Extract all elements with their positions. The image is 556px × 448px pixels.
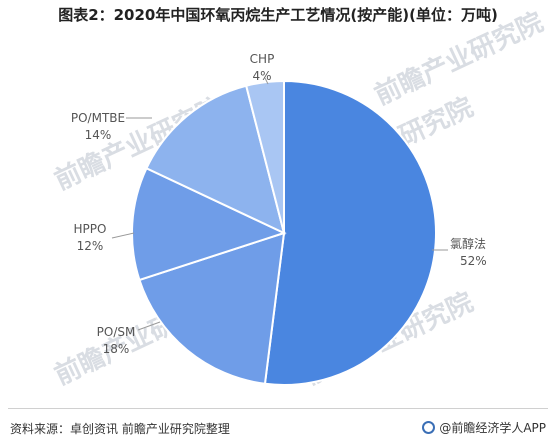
- pie-slices: [131, 79, 437, 386]
- leader-line: [137, 321, 161, 331]
- pie-slice-po-sm: [138, 231, 286, 385]
- slice-label: CHP: [250, 52, 275, 66]
- brand-text: @前瞻经济学人APP: [439, 421, 546, 435]
- slice-labels: 氯醇法 52% PO/SM 18% HPPO 12% PO/MTBE 14% CHP 4%: [71, 52, 487, 356]
- slice-percent-label: 14%: [85, 128, 112, 142]
- pie-slice-hppo: [131, 166, 287, 282]
- slice-label: 氯醇法: [450, 236, 486, 251]
- slice-percent-label: 52%: [460, 254, 487, 268]
- slice-label: PO/SM: [97, 325, 136, 339]
- brand-attribution: @前瞻经济学人APP: [422, 419, 546, 436]
- pie-slice-chp: [244, 79, 285, 234]
- pie-slice-氯醇法: [263, 79, 437, 386]
- leader-lines: [111, 77, 448, 331]
- slice-percent-label: 4%: [252, 69, 271, 83]
- brand-logo-icon: [422, 421, 436, 434]
- slice-percent-label: 12%: [77, 239, 104, 253]
- slice-label: HPPO: [74, 222, 107, 236]
- footer-divider: [8, 408, 548, 409]
- chart-title: 图表2：2020年中国环氧丙烷生产工艺情况(按产能)(单位：万吨): [58, 6, 498, 24]
- slice-percent-label: 18%: [103, 342, 130, 356]
- pie-slice-po-mtbe: [145, 84, 286, 235]
- leader-line: [264, 77, 269, 85]
- source-note: 资料来源：卓创资讯 前瞻产业研究院整理: [10, 422, 230, 436]
- leader-line: [111, 232, 135, 239]
- slice-label: PO/MTBE: [71, 111, 125, 125]
